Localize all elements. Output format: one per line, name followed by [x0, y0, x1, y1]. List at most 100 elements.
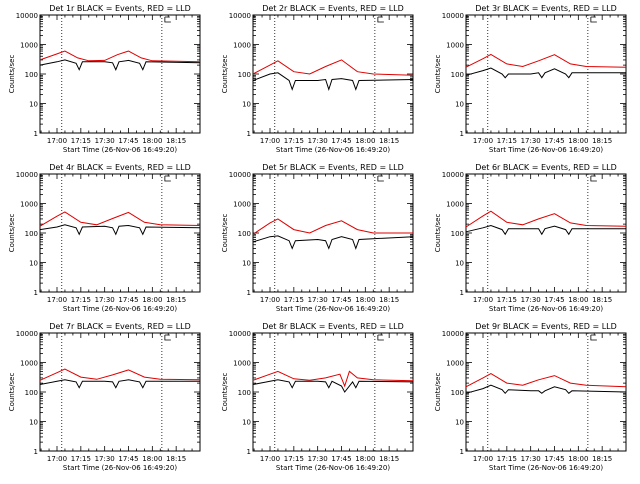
y-axis-label: Counts/sec	[434, 55, 442, 94]
x-tick-label: 17:00	[47, 137, 67, 145]
y-tick-label: 10000	[229, 12, 251, 20]
x-tick-label: 17:30	[521, 455, 541, 463]
panel-7: Det 7r BLACK = Events, RED = LLD 1 10 100 10…	[8, 322, 201, 472]
y-tick-label: 1000	[233, 360, 251, 368]
y-tick-label: 10000	[16, 330, 38, 338]
panel-title: Det 4r BLACK = Events, RED = LLD	[49, 163, 191, 172]
x-axis-label: Start Time (26-Nov-06 16:49:20)	[276, 305, 390, 313]
x-tick-label: 17:45	[544, 296, 564, 304]
y-tick-label: 10	[242, 260, 251, 268]
plot-frame	[465, 332, 627, 452]
x-tick-label: 18:00	[142, 137, 162, 145]
y-tick-label: 1000	[20, 201, 38, 209]
bracket-mark	[590, 175, 597, 182]
x-tick-label: 18:15	[166, 296, 186, 304]
plot-frame	[465, 173, 627, 293]
y-tick-label: 100	[25, 71, 38, 79]
x-tick-label: 17:45	[118, 296, 138, 304]
y-tick-label: 1	[460, 130, 464, 138]
x-tick-label: 18:15	[166, 455, 186, 463]
bracket-mark	[164, 175, 171, 182]
panel-title: Det 1r BLACK = Events, RED = LLD	[49, 4, 191, 13]
x-tick-label: 17:45	[118, 137, 138, 145]
x-axis-label: Start Time (26-Nov-06 16:49:20)	[63, 464, 177, 472]
events-series-line	[252, 379, 414, 393]
y-axis-label: Counts/sec	[221, 55, 229, 94]
x-tick-label: 18:00	[355, 296, 375, 304]
y-axis-label: Counts/sec	[434, 373, 442, 412]
y-tick-label: 1	[34, 289, 38, 297]
x-tick-label: 17:15	[71, 137, 91, 145]
y-tick-label: 100	[25, 389, 38, 397]
x-axis-label: Start Time (26-Nov-06 16:49:20)	[63, 146, 177, 154]
events-series-line	[252, 235, 414, 250]
panel-2: Det 2r BLACK = Events, RED = LLD 1 10 100 10…	[221, 4, 414, 154]
x-tick-label: 17:00	[473, 296, 493, 304]
x-tick-label: 17:00	[260, 296, 280, 304]
x-tick-label: 18:00	[568, 455, 588, 463]
x-tick-label: 18:00	[142, 296, 162, 304]
y-tick-label: 10	[29, 101, 38, 109]
lld-series-line	[252, 370, 414, 388]
panel-8: Det 8r BLACK = Events, RED = LLD 1 10 100 10…	[221, 322, 414, 472]
lld-series-line	[252, 218, 413, 235]
x-tick-label: 17:30	[95, 296, 115, 304]
y-tick-label: 1000	[233, 201, 251, 209]
x-tick-label: 18:15	[379, 296, 399, 304]
bracket-mark	[377, 334, 384, 341]
y-tick-label: 1000	[20, 42, 38, 50]
panel-3: Det 3r BLACK = Events, RED = LLD 1 10 100 10…	[434, 4, 627, 154]
y-tick-label: 1000	[20, 360, 38, 368]
x-tick-label: 17:00	[260, 137, 280, 145]
panel-title: Det 7r BLACK = Events, RED = LLD	[49, 322, 191, 331]
x-tick-label: 17:30	[95, 137, 115, 145]
x-tick-label: 17:00	[47, 455, 67, 463]
panel-1: Det 1r BLACK = Events, RED = LLD 1 10 100 10…	[8, 4, 201, 154]
y-tick-label: 10000	[229, 330, 251, 338]
x-tick-label: 17:00	[47, 296, 67, 304]
x-tick-label: 17:45	[331, 455, 351, 463]
y-axis-label: Counts/sec	[8, 373, 16, 412]
x-tick-label: 17:30	[95, 455, 115, 463]
y-tick-label: 100	[238, 230, 251, 238]
x-tick-label: 17:00	[260, 455, 280, 463]
events-series-line	[465, 384, 627, 395]
y-axis-label: Counts/sec	[434, 214, 442, 253]
x-tick-label: 17:30	[308, 296, 328, 304]
y-tick-label: 1000	[233, 42, 251, 50]
plot-frame	[39, 332, 201, 452]
lld-series-line	[465, 210, 627, 228]
x-tick-label: 17:30	[308, 137, 328, 145]
panel-5: Det 5r BLACK = Events, RED = LLD 1 10 100 10…	[221, 163, 414, 313]
x-axis-label: Start Time (26-Nov-06 16:49:20)	[276, 146, 390, 154]
panel-9: Det 9r BLACK = Events, RED = LLD 1 10 100 10…	[434, 322, 627, 472]
plot-frame	[465, 14, 627, 134]
x-tick-label: 18:15	[592, 137, 612, 145]
panel-title: Det 5r BLACK = Events, RED = LLD	[262, 163, 404, 172]
y-tick-label: 10	[242, 101, 251, 109]
bracket-mark	[377, 16, 384, 23]
x-tick-label: 17:45	[331, 137, 351, 145]
y-tick-label: 100	[238, 389, 251, 397]
y-tick-label: 10000	[442, 12, 464, 20]
bracket-mark	[590, 16, 597, 23]
x-tick-label: 17:15	[284, 455, 304, 463]
x-tick-label: 18:00	[142, 455, 162, 463]
y-tick-label: 1	[34, 448, 38, 456]
y-axis-label: Counts/sec	[221, 214, 229, 253]
panel-6: Det 6r BLACK = Events, RED = LLD 1 10 100 10…	[434, 163, 627, 313]
lld-series-line	[465, 53, 627, 68]
y-tick-label: 1	[247, 289, 251, 297]
y-tick-label: 10	[29, 260, 38, 268]
lld-series-line	[465, 373, 627, 388]
x-tick-label: 17:15	[71, 455, 91, 463]
x-axis-label: Start Time (26-Nov-06 16:49:20)	[489, 464, 603, 472]
y-tick-label: 10	[242, 419, 251, 427]
x-tick-label: 18:00	[568, 296, 588, 304]
y-tick-label: 100	[451, 230, 464, 238]
x-tick-label: 17:45	[118, 455, 138, 463]
y-tick-label: 100	[25, 230, 38, 238]
events-series-line	[465, 224, 626, 236]
lld-series-line	[39, 50, 201, 63]
y-tick-label: 100	[451, 71, 464, 79]
